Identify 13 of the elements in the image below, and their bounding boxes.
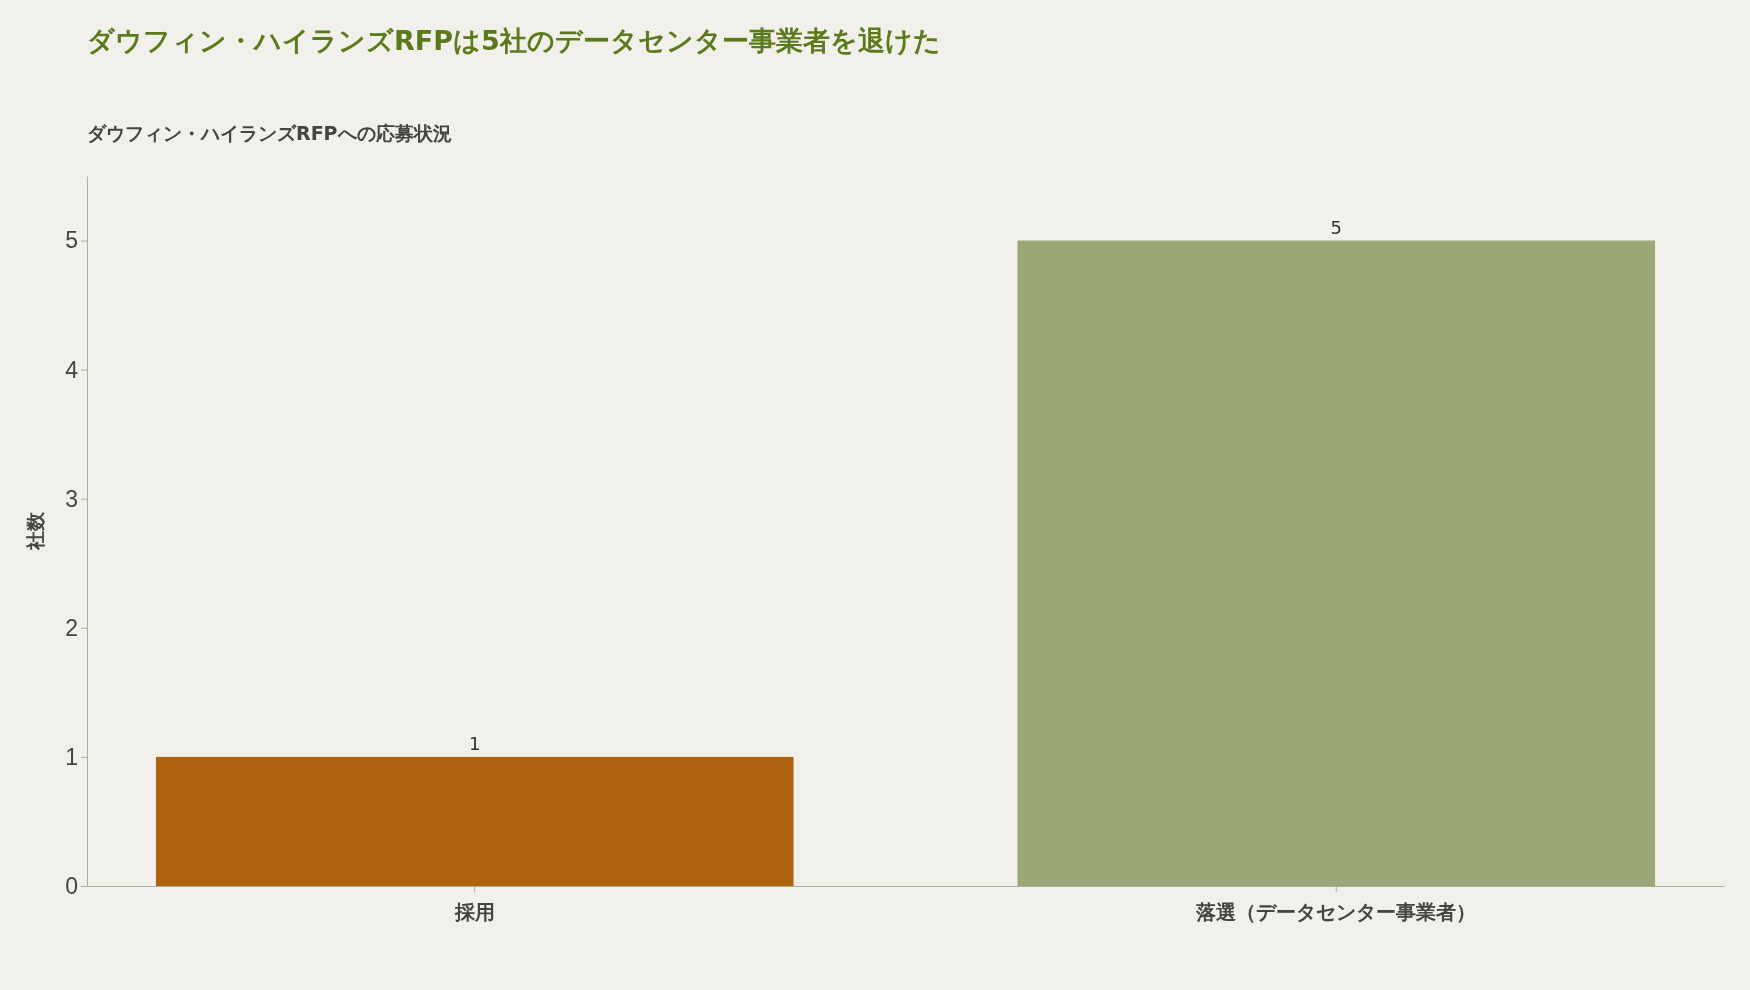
y-tick-label: 2	[65, 614, 78, 641]
x-tick-label: 落選（データセンター事業者）	[1195, 901, 1477, 923]
y-tick-label: 0	[65, 872, 78, 899]
y-tick-label: 4	[65, 356, 79, 383]
y-tick-label: 1	[65, 743, 78, 770]
data-label: 1	[468, 732, 481, 754]
chart-title: ダウフィン・ハイランズRFPは5社のデータセンター事業者を退けた	[87, 25, 941, 56]
y-tick-label: 3	[65, 485, 78, 512]
chart-subtitle: ダウフィン・ハイランズRFPへの応募状況	[87, 122, 452, 144]
y-tick-label: 5	[65, 227, 78, 254]
x-tick-label: 採用	[453, 901, 495, 923]
y-axis-title: 社数	[24, 511, 46, 551]
data-label: 5	[1330, 216, 1343, 238]
